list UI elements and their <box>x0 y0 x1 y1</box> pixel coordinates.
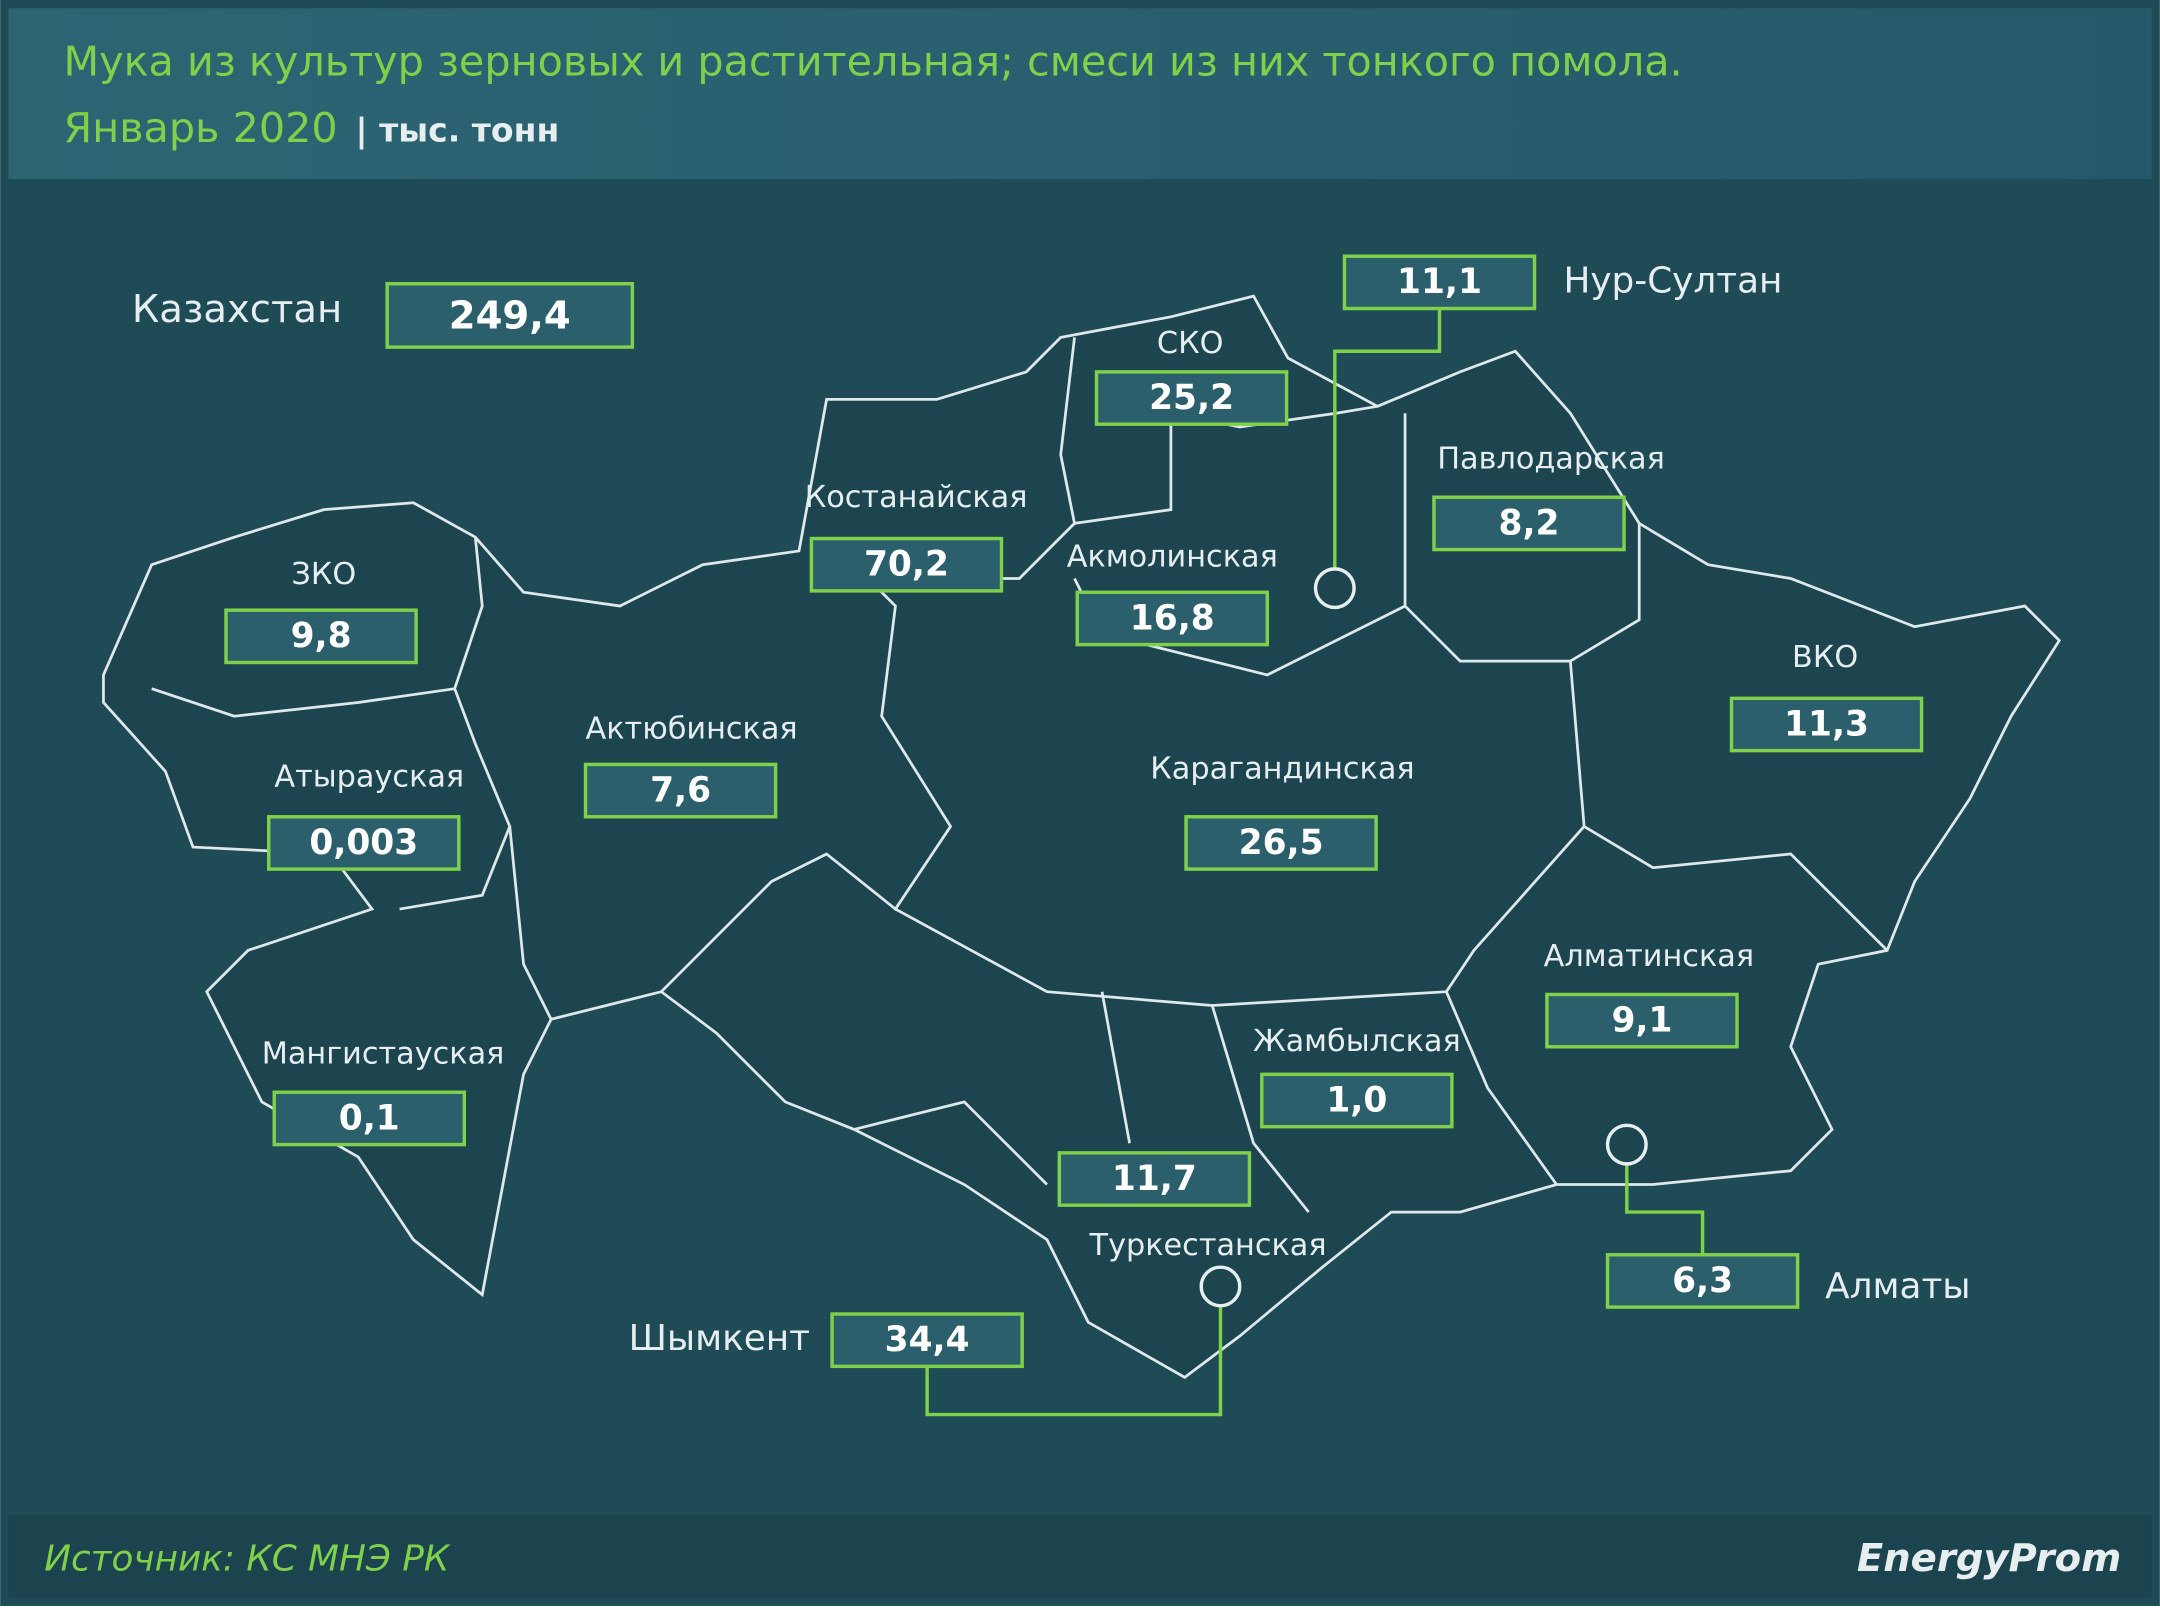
city-name: Шымкент <box>629 1318 810 1359</box>
value-label: 11,3 <box>1784 704 1869 744</box>
value-box <box>583 762 778 819</box>
city-marker <box>1199 1265 1242 1308</box>
unit: | тыс. тонн <box>356 111 560 150</box>
value-label: 11,7 <box>1112 1159 1197 1199</box>
region-name: ЗКО <box>291 557 356 592</box>
region-name: Карагандинская <box>1150 751 1414 786</box>
value-box <box>267 815 461 871</box>
value-box <box>1184 815 1378 871</box>
value-box <box>830 1312 1024 1369</box>
value-box <box>1075 590 1270 647</box>
country-outline <box>102 294 2062 1380</box>
region-name: Туркестанская <box>1089 1228 1327 1263</box>
header-band <box>8 8 2152 180</box>
value-label: 6,3 <box>1672 1261 1733 1301</box>
region-name: Жамбылская <box>1253 1024 1461 1059</box>
value-label: 9,1 <box>1611 1000 1672 1040</box>
value-box <box>809 536 1004 593</box>
value-label: 9,8 <box>291 616 352 656</box>
value-box <box>385 282 635 349</box>
title: Мука из культур зерновых и растительная;… <box>64 38 1683 86</box>
value-box <box>1094 370 1289 426</box>
value-box <box>1545 992 1739 1049</box>
value-box <box>224 608 418 665</box>
map-shape <box>102 294 2062 1380</box>
city-marker <box>1313 567 1356 610</box>
value-label: 16,8 <box>1130 598 1215 638</box>
value-label: 0,1 <box>339 1098 400 1138</box>
value-label: 7,6 <box>650 770 711 810</box>
connector <box>925 1305 1223 1417</box>
value-box <box>1605 1253 1800 1309</box>
value-label: 8,2 <box>1499 503 1560 543</box>
value-label: 70,2 <box>864 545 949 585</box>
source: Источник: КС МНЭ РК <box>44 1539 451 1580</box>
period: Январь 2020 <box>64 104 338 152</box>
brand: EnergyProm <box>1857 1536 2121 1581</box>
value-label: 1,0 <box>1326 1080 1387 1120</box>
city-marker <box>1605 1123 1648 1166</box>
value-box <box>1432 495 1626 552</box>
value-label: 34,4 <box>885 1320 970 1360</box>
value-label: 0,003 <box>309 823 418 863</box>
region-name: Мангистауская <box>262 1037 505 1072</box>
connector <box>1625 1163 1705 1255</box>
region-name: Алматинская <box>1544 939 1754 974</box>
value-box <box>1057 1151 1252 1207</box>
region-name: ВКО <box>1792 640 1858 675</box>
value-box <box>272 1090 467 1147</box>
footer-band <box>8 1515 2152 1598</box>
region-name: Павлодарская <box>1437 442 1665 477</box>
city-name: Алматы <box>1825 1266 1970 1307</box>
value-box <box>1260 1072 1454 1129</box>
total-value: 249,4 <box>449 294 571 339</box>
city-name: Нур-Султан <box>1563 260 1782 301</box>
value-box <box>1729 696 1924 753</box>
region-name: Костанайская <box>805 480 1028 515</box>
value-box <box>1342 254 1537 311</box>
value-label: 11,1 <box>1397 262 1482 302</box>
value-label: 26,5 <box>1239 823 1324 863</box>
region-name: СКО <box>1157 326 1224 361</box>
region-name: Атырауская <box>274 760 464 795</box>
connector <box>1333 308 1442 569</box>
region-name: Актюбинская <box>586 712 798 747</box>
region-name: Акмолинская <box>1067 539 1278 574</box>
total-label: Казахстан <box>132 287 342 332</box>
value-label: 25,2 <box>1149 378 1234 418</box>
